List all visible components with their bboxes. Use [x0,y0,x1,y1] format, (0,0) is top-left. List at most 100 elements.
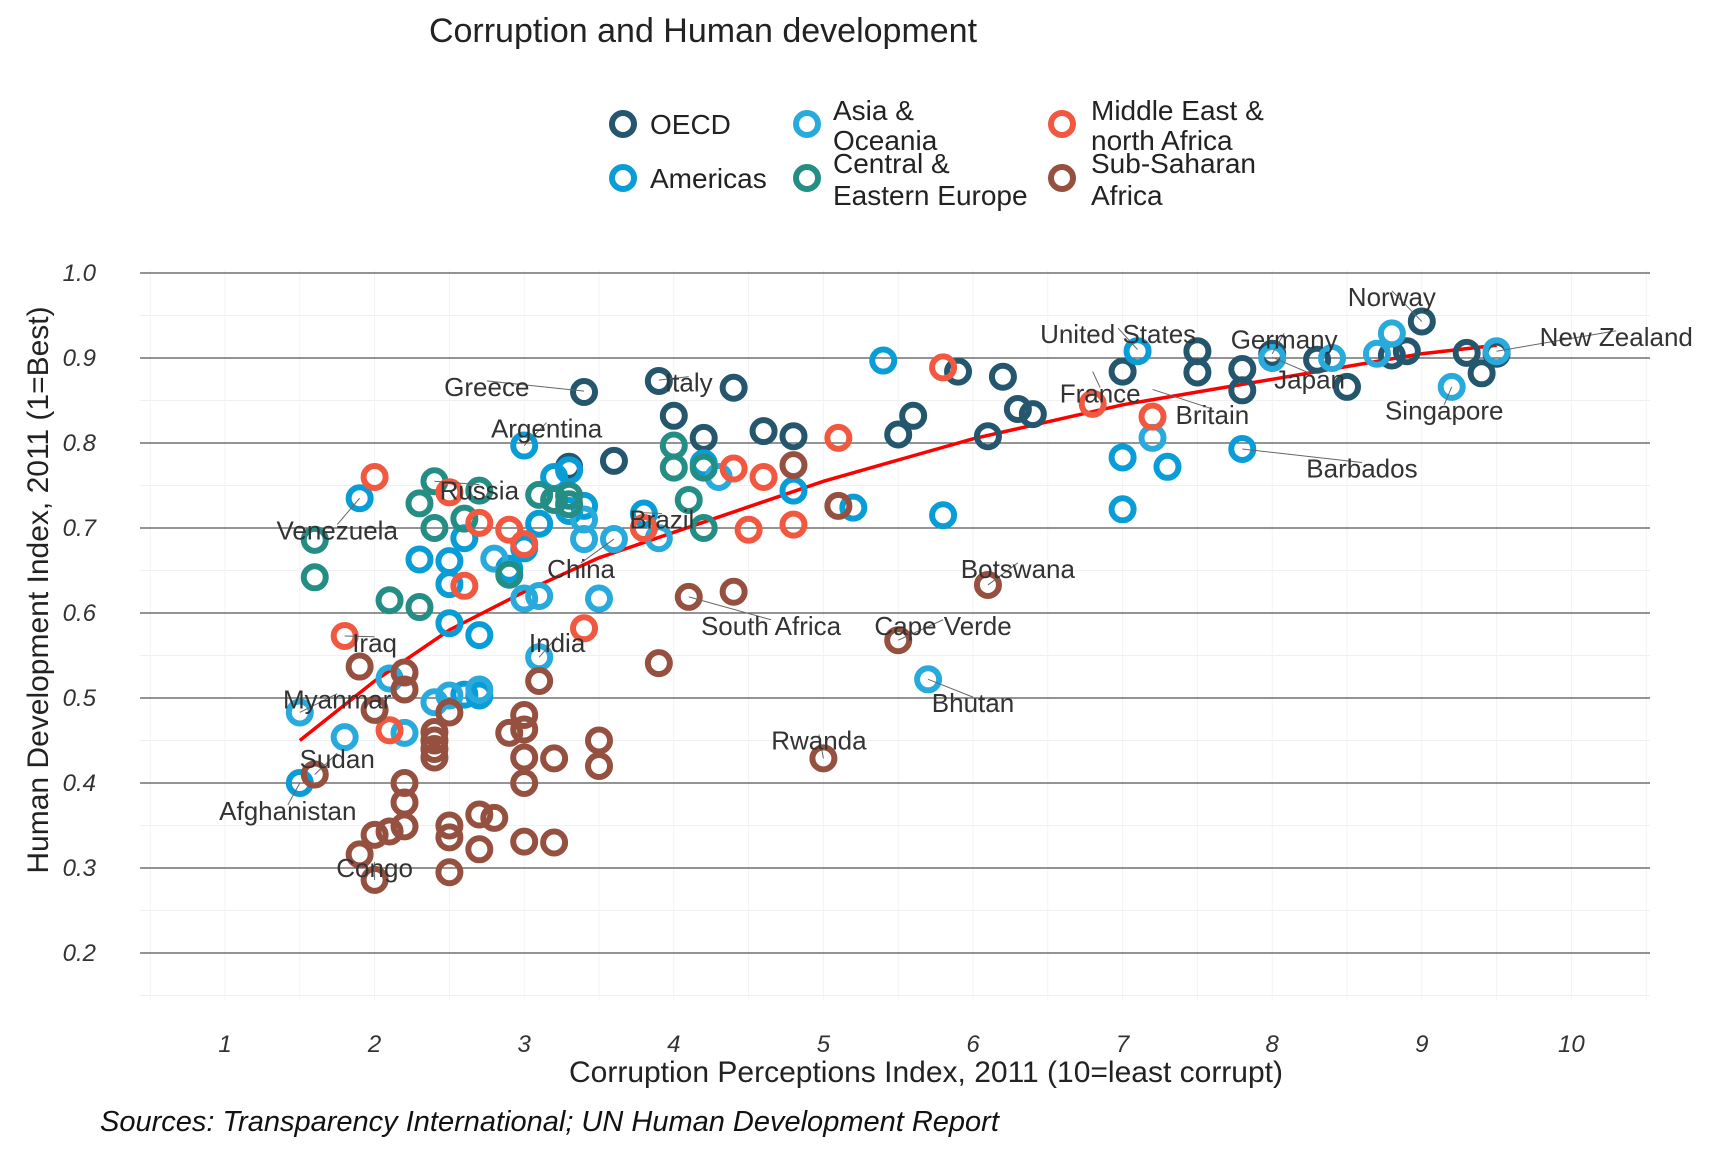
point-middle-east-north-africa [929,353,958,382]
annotation-leader [688,596,772,621]
point-middle-east-north-africa [465,508,494,537]
x-tick-label: 6 [966,1031,980,1058]
legend-item-americas: Americas [609,163,767,194]
annotation-leader [1271,333,1285,355]
point-asia-oceania [914,665,943,694]
annotation-leader [1242,448,1363,463]
country-label: South Africa [701,611,842,641]
legend-label-cee-line1: Central & [833,148,950,179]
country-label: Greece [444,372,529,402]
point-sub-saharan-africa [300,760,329,789]
point-americas [1228,434,1257,463]
legend-label-cee-line2: Eastern Europe [833,180,1028,211]
x-tick-label: 1 [218,1031,231,1058]
point-central-eastern-europe [420,514,449,542]
y-tick-label: 0.7 [63,515,98,542]
country-label: Iraq [352,628,397,658]
annotation-leader [927,678,974,698]
point-middle-east-north-africa [779,510,808,539]
y-tick-label: 1.0 [63,260,97,287]
point-central-eastern-europe [689,453,718,482]
point-middle-east-north-africa [510,530,539,559]
point-asia-oceania [465,675,494,704]
point-sub-saharan-africa [824,491,853,520]
point-sub-saharan-africa [360,820,389,849]
point-sub-saharan-africa [510,827,539,856]
point-americas [839,493,868,522]
legend-swatch-central-eastern-europe [793,164,821,192]
point-americas [929,501,958,530]
point-asia-oceania [1377,319,1406,348]
annotation-leader [344,635,375,638]
point-oecd [1407,307,1436,336]
point-sub-saharan-africa [435,811,464,840]
point-central-eastern-europe [525,480,554,509]
point-sub-saharan-africa [674,582,703,611]
point-americas [779,476,808,505]
point-oecd [1452,338,1481,367]
point-central-eastern-europe [375,586,404,615]
trend-line [298,343,1497,742]
x-tick-label: 2 [367,1031,381,1058]
annotation-leader [1272,356,1310,374]
country-label: Congo [336,853,413,883]
point-sub-saharan-africa [375,817,404,846]
country-label: Myanmar [283,685,392,715]
point-sub-saharan-africa [435,823,464,852]
annotation-leader [1117,327,1138,350]
point-oecd [644,366,673,395]
x-tick-label: 8 [1266,1031,1280,1058]
point-middle-east-north-africa [824,423,853,452]
legend-swatch-middle-east-north-africa [1048,110,1076,138]
point-sub-saharan-africa [480,803,509,832]
point-oecd [749,417,778,446]
country-label: Norway [1348,282,1436,312]
x-axis-title: Corruption Perceptions Index, 2011 (10=l… [569,1056,1283,1089]
point-sub-saharan-africa [360,695,389,724]
point-americas [435,609,464,638]
legend-swatch-sub-saharan-africa [1048,164,1076,192]
point-americas [1108,443,1137,472]
y-tick-label: 0.9 [63,345,96,372]
point-americas [450,680,479,709]
point-sub-saharan-africa [390,769,419,797]
legend-label-asia-oceania-line1: Asia & [833,95,914,126]
point-oecd [973,422,1002,451]
y-tick-label: 0.2 [63,940,96,967]
legend-item-asia-oceania: Asia & Oceania [793,95,938,156]
point-americas [525,509,554,538]
point-middle-east-north-africa [495,515,524,544]
point-americas [1153,452,1182,481]
point-asia-oceania [285,698,314,727]
y-axis-title: Human Development Index, 2011 (1=Best) [22,306,55,873]
point-sub-saharan-africa [540,828,569,857]
point-central-eastern-europe [300,525,329,554]
point-sub-saharan-africa [390,675,419,704]
legend-item-sub-saharan-africa: Sub-Saharan Africa [1048,148,1256,211]
source-caption: Sources: Transparency International; UN … [100,1106,1001,1138]
point-oecd [1183,358,1212,387]
annotation-leader [1496,330,1617,352]
point-sub-saharan-africa [779,451,808,480]
country-label: Russia [440,476,520,506]
point-oecd [1018,400,1047,429]
point-oecd [659,401,688,430]
x-tick-label: 7 [1116,1031,1131,1058]
x-tick-label: 3 [518,1031,532,1058]
point-central-eastern-europe [689,514,718,542]
point-sub-saharan-africa [585,726,613,755]
point-central-eastern-europe [465,476,494,505]
point-central-eastern-europe [405,489,434,518]
annotation-leader [1391,290,1423,322]
point-oecd [1108,357,1137,386]
country-label: Britain [1176,400,1250,430]
point-central-eastern-europe [300,563,329,592]
country-label: Venezuela [276,516,398,546]
point-middle-east-north-africa [375,716,404,745]
legend-label-oecd: OECD [650,109,731,140]
legend-label-ssa-line1: Sub-Saharan [1091,148,1256,179]
point-asia-oceania [599,525,628,554]
point-oecd [944,357,973,386]
point-central-eastern-europe [495,560,524,589]
